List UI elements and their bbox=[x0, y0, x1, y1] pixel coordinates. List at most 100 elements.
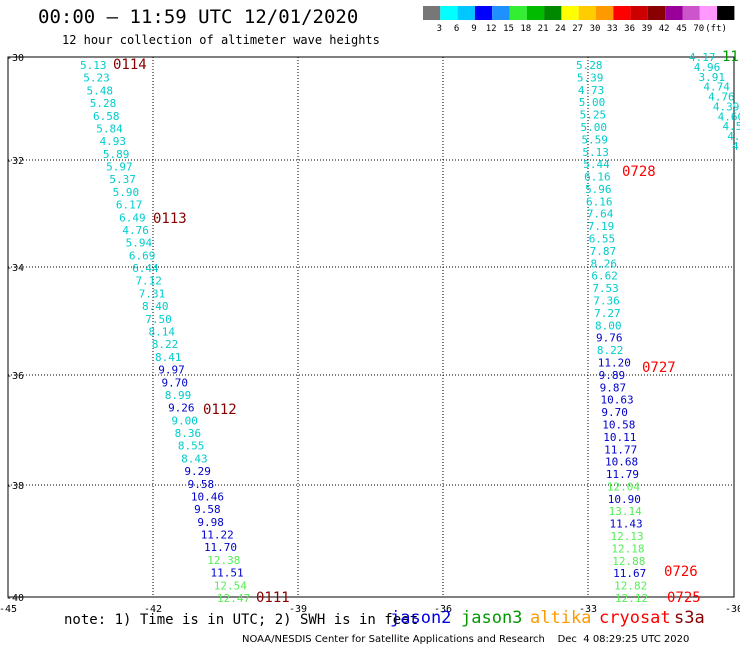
swh-value: 8.43 bbox=[181, 452, 208, 465]
swh-value: 13.14 bbox=[609, 505, 642, 518]
colorbar-swatch bbox=[682, 6, 700, 20]
footer-note: note: 1) Time is in UTC; 2) SWH is in fe… bbox=[64, 612, 419, 628]
swh-value: 9.97 bbox=[158, 364, 185, 377]
lon-tick-label: -42 bbox=[144, 604, 162, 615]
swh-value: 5.00 bbox=[581, 121, 608, 134]
swh-value: 5.28 bbox=[576, 59, 603, 72]
page-subtitle: 12 hour collection of altimeter wave hei… bbox=[62, 33, 380, 47]
swh-value: 8.41 bbox=[155, 351, 182, 364]
swh-value: 12.04 bbox=[607, 480, 640, 493]
swh-value: 10.63 bbox=[600, 394, 633, 407]
swh-value: 5.37 bbox=[109, 173, 136, 186]
colorbar-label: 45 bbox=[676, 24, 687, 34]
colorbar-swatch bbox=[509, 6, 527, 20]
swh-value: 3.91 bbox=[699, 71, 726, 84]
swh-value: 9.98 bbox=[197, 516, 224, 529]
lon-tick-label: -36 bbox=[434, 604, 452, 615]
colorbar-swatch bbox=[440, 6, 458, 20]
swh-value: 6.55 bbox=[589, 233, 616, 246]
credit-line: NOAA/NESDIS Center for Satellite Applica… bbox=[242, 634, 690, 645]
swh-value: 5.25 bbox=[580, 109, 607, 122]
swh-value: 4.93 bbox=[100, 135, 127, 148]
legend-jason2: jason2 bbox=[390, 608, 452, 628]
legend-altika: altika bbox=[530, 608, 592, 628]
lat-tick-label: -40 bbox=[6, 593, 24, 604]
swh-value: 7.87 bbox=[590, 245, 617, 258]
swh-value: 5.00 bbox=[579, 96, 606, 109]
swh-value: 5.89 bbox=[103, 148, 130, 161]
colorbar-label: 42 bbox=[659, 24, 670, 34]
colorbar-label: 33 bbox=[607, 24, 618, 34]
page-title: 00:00 – 11:59 UTC 12/01/2020 bbox=[38, 6, 359, 28]
swh-value: 8.55 bbox=[178, 440, 205, 453]
pass-time-label: 0725 bbox=[667, 590, 701, 606]
swh-value: 6.44 bbox=[132, 262, 159, 275]
pass-time-label: 0728 bbox=[622, 164, 656, 180]
pass-time-label: 0112 bbox=[203, 402, 237, 418]
pass-time-label: 0114 bbox=[113, 57, 147, 73]
swh-value: 11.77 bbox=[604, 443, 637, 456]
colorbar-label: 30 bbox=[590, 24, 601, 34]
colorbar-swatch bbox=[630, 6, 648, 20]
colorbar-swatch bbox=[492, 6, 510, 20]
swh-value: 7.31 bbox=[139, 287, 166, 300]
swh-value: 4.74 bbox=[703, 81, 730, 94]
colorbar-swatch bbox=[457, 6, 475, 20]
colorbar-label: 27 bbox=[572, 24, 583, 34]
swh-value: 9.00 bbox=[171, 414, 198, 427]
swh-value: 7.36 bbox=[593, 295, 620, 308]
swh-value: 5.96 bbox=[585, 183, 612, 196]
swh-value: 9.87 bbox=[600, 381, 627, 394]
swh-value: 5.44 bbox=[583, 158, 610, 171]
swh-value: 4.17 bbox=[689, 51, 716, 64]
swh-value: 9.29 bbox=[184, 465, 211, 478]
colorbar-label: 36 bbox=[624, 24, 635, 34]
swh-value: 7.64 bbox=[587, 208, 614, 221]
colorbar-swatch bbox=[526, 6, 545, 20]
swh-value: 12.38 bbox=[207, 554, 240, 567]
swh-value: 8.22 bbox=[152, 338, 179, 351]
swh-value: 11.70 bbox=[204, 541, 237, 554]
swh-value: 9.26 bbox=[168, 402, 195, 415]
lat-tick-label: -38 bbox=[6, 481, 24, 492]
pass-time-label: 0113 bbox=[153, 211, 187, 227]
swh-value: 11.43 bbox=[610, 518, 643, 531]
swh-value: 5.23 bbox=[83, 72, 110, 85]
swh-value: 5.13 bbox=[582, 146, 609, 159]
swh-value: 11.51 bbox=[210, 567, 243, 580]
swh-value: 9.58 bbox=[188, 478, 215, 491]
colorbar-label: 12 bbox=[486, 24, 497, 34]
swh-value: 12.54 bbox=[214, 579, 247, 592]
swh-value: 6.49 bbox=[119, 211, 145, 224]
swh-value: 9.89 bbox=[599, 369, 626, 382]
map-frame bbox=[7, 56, 735, 598]
pass-time-label: 0111 bbox=[256, 590, 290, 606]
swh-value: 4.96 bbox=[694, 61, 721, 74]
swh-value: 7.12 bbox=[135, 275, 162, 288]
swh-value: 8.00 bbox=[595, 319, 622, 332]
swh-value: 5.39 bbox=[577, 71, 604, 84]
swh-value: 7.19 bbox=[588, 220, 615, 233]
swh-value: 11.79 bbox=[606, 468, 639, 481]
swh-value: 5.13 bbox=[80, 59, 107, 72]
colorbar-swatch bbox=[423, 6, 441, 20]
swh-value: 12.12 bbox=[615, 592, 648, 605]
colorbar-swatch bbox=[596, 6, 614, 20]
swh-value: 6.58 bbox=[93, 110, 120, 123]
swh-value: 4. bbox=[727, 130, 740, 143]
lon-tick-label: -33 bbox=[579, 604, 597, 615]
lat-tick-label: -30 bbox=[6, 53, 24, 64]
swh-value: 10.11 bbox=[603, 431, 636, 444]
swh-value: 10.58 bbox=[602, 418, 635, 431]
colorbar-label: 24 bbox=[555, 24, 566, 34]
swh-value: 6.16 bbox=[586, 195, 613, 208]
legend-cryosat: cryosat bbox=[599, 608, 671, 628]
lon-tick-label: -39 bbox=[289, 604, 307, 615]
colorbar-swatch bbox=[699, 6, 718, 20]
swh-value: 12.13 bbox=[610, 530, 643, 543]
colorbar-swatch bbox=[665, 6, 683, 20]
swh-value: 6.16 bbox=[584, 171, 611, 184]
colorbar-swatch bbox=[474, 6, 493, 20]
swh-value: 9.70 bbox=[162, 376, 189, 389]
swh-value: 11.22 bbox=[201, 529, 234, 542]
